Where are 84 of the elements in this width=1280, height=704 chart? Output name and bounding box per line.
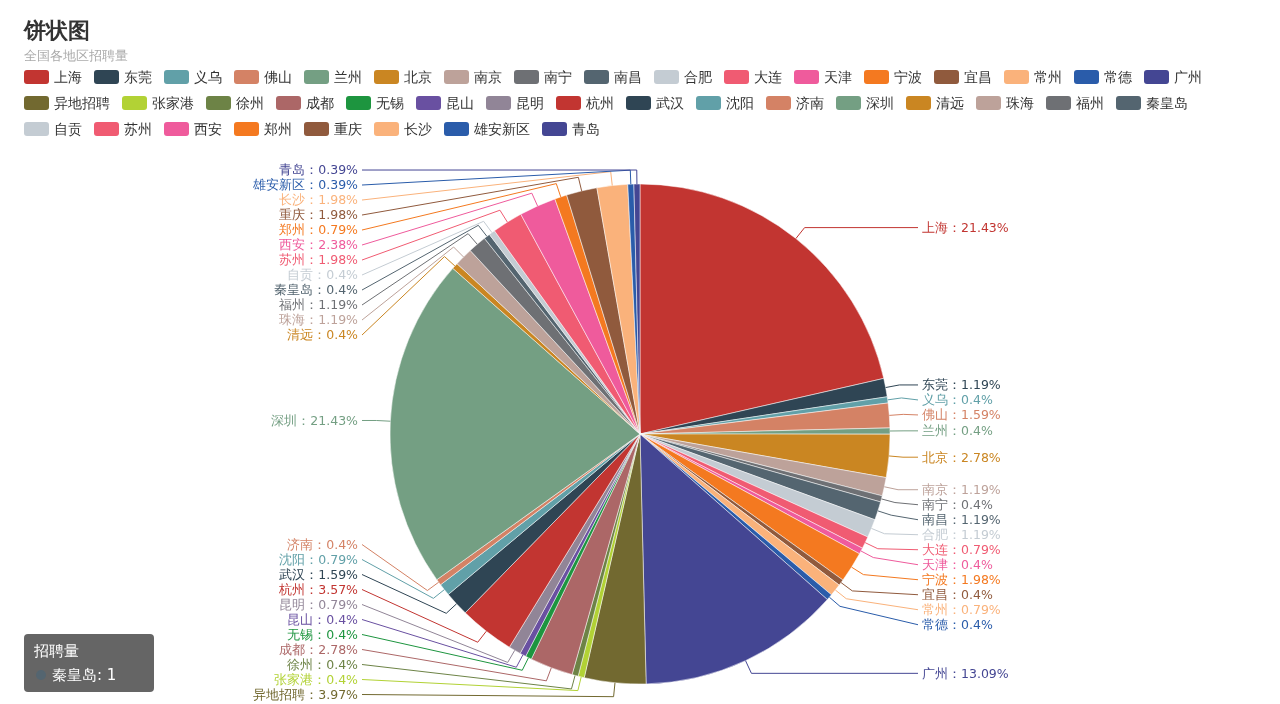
data-label: 天津：0.4%	[922, 557, 993, 573]
data-label: 宁波：1.98%	[922, 572, 1001, 588]
legend-label: 重庆	[334, 120, 362, 137]
data-label: 雄安新区：0.39%	[252, 177, 359, 193]
legend-label: 昆山	[446, 94, 474, 111]
data-label: 无锡：0.4%	[287, 626, 359, 642]
legend-label: 苏州	[124, 120, 152, 137]
data-label: 秦皇岛：0.4%	[274, 282, 359, 298]
legend-label: 宁波	[894, 68, 922, 85]
legend-label: 秦皇岛	[1146, 94, 1188, 111]
data-label: 南昌：1.19%	[922, 512, 1001, 528]
data-label: 常德：0.4%	[922, 617, 993, 633]
data-label: 杭州：3.57%	[278, 581, 359, 597]
legend-label: 杭州	[585, 94, 614, 111]
legend-label: 天津	[824, 68, 852, 85]
legend-label: 广州	[1174, 68, 1202, 85]
data-label: 沈阳：0.79%	[279, 551, 359, 567]
legend-label: 自贡	[54, 120, 82, 137]
data-label: 深圳：21.43%	[271, 412, 359, 428]
legend-label: 徐州	[236, 94, 264, 111]
legend-label: 长沙	[404, 120, 432, 137]
data-label: 兰州：0.4%	[922, 423, 993, 439]
data-label: 南京：1.19%	[922, 482, 1001, 498]
legend-label: 西安	[194, 120, 222, 137]
data-label: 昆明：0.79%	[279, 596, 359, 612]
data-label: 义乌：0.4%	[922, 392, 993, 408]
legend-label: 上海	[54, 68, 82, 85]
legend-label: 异地招聘	[54, 94, 110, 111]
legend-label: 青岛	[572, 120, 600, 137]
data-label: 广州：13.09%	[922, 665, 1009, 681]
data-label: 郑州：0.79%	[279, 222, 359, 238]
data-label: 张家港：0.4%	[274, 671, 359, 687]
legend-label: 合肥	[684, 68, 712, 85]
data-label: 南宁：0.4%	[922, 497, 993, 513]
data-label: 成都：2.78%	[279, 641, 359, 657]
chart-subtitle: 全国各地区招聘量	[24, 48, 128, 63]
legend-label: 珠海	[1006, 94, 1034, 111]
legend-label: 佛山	[264, 68, 292, 85]
data-label: 清远：0.4%	[287, 327, 359, 343]
data-label: 常州：0.79%	[922, 602, 1001, 618]
legend-label: 雄安新区	[473, 120, 530, 137]
data-label: 福州：1.19%	[279, 297, 359, 313]
legend-label: 常州	[1034, 68, 1062, 85]
data-label: 长沙：1.98%	[279, 192, 359, 208]
legend-label: 大连	[754, 68, 782, 85]
data-label: 济南：0.4%	[287, 536, 359, 552]
legend-label: 成都	[306, 94, 334, 111]
data-label: 自贡：0.4%	[287, 267, 359, 283]
data-label: 苏州：1.98%	[279, 252, 359, 268]
data-label: 西安：2.38%	[279, 237, 359, 253]
data-label: 大连：0.79%	[922, 542, 1001, 558]
data-label: 青岛：0.39%	[279, 162, 359, 178]
legend-label: 无锡	[376, 94, 404, 111]
data-label: 徐州：0.4%	[287, 656, 359, 672]
legend-label: 南京	[474, 68, 502, 85]
legend-label: 武汉	[656, 94, 684, 111]
chart-title: 饼状图	[23, 18, 90, 43]
legend-label: 北京	[404, 68, 432, 85]
data-label: 昆山：0.4%	[287, 611, 359, 627]
legend-label: 东莞	[124, 68, 152, 85]
data-label: 武汉：1.59%	[279, 566, 359, 582]
legend-label: 郑州	[264, 120, 292, 137]
legend-label: 常德	[1104, 68, 1132, 85]
data-label: 上海：21.43%	[922, 219, 1009, 235]
data-label: 异地招聘：3.97%	[253, 686, 359, 702]
legend-label: 兰州	[334, 68, 362, 85]
legend-label: 济南	[796, 94, 824, 111]
legend-label: 宜昌	[964, 68, 992, 85]
legend-label: 福州	[1076, 94, 1104, 111]
data-label: 珠海：1.19%	[279, 312, 359, 328]
data-label: 重庆：1.98%	[279, 207, 359, 223]
legend-label: 南宁	[544, 68, 572, 85]
legend-label: 张家港	[152, 94, 194, 111]
legend-label: 昆明	[516, 94, 544, 111]
data-label: 宜昌：0.4%	[922, 587, 993, 603]
legend-label: 南昌	[614, 68, 642, 85]
legend-label: 清远	[936, 94, 964, 111]
data-label: 东莞：1.19%	[922, 377, 1001, 393]
data-label: 佛山：1.59%	[922, 407, 1001, 423]
data-label: 北京：2.78%	[922, 449, 1001, 465]
legend-label: 沈阳	[726, 94, 754, 111]
legend-label: 义乌	[194, 68, 222, 85]
tooltip-box: 招聘量 秦皇岛: 1	[24, 634, 154, 692]
legend-label: 深圳	[866, 94, 894, 111]
